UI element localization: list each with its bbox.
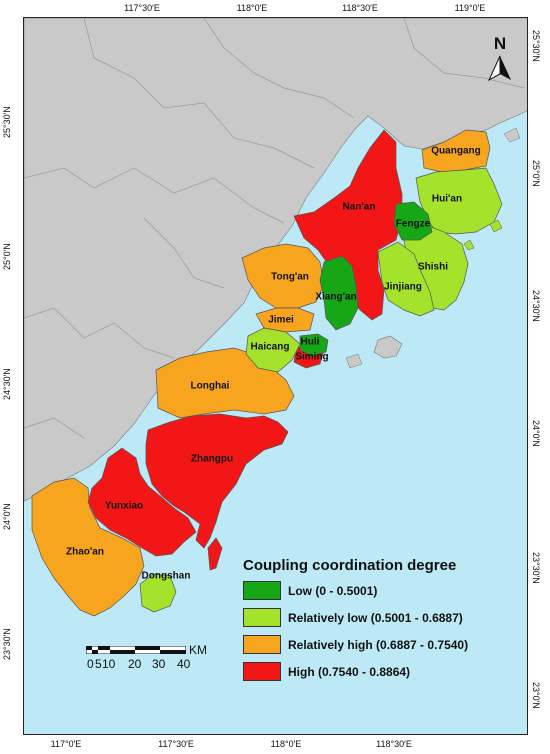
place-label: Fengze bbox=[395, 218, 431, 230]
north-arrow: N bbox=[485, 34, 515, 87]
tick-bottom-3: 118°0′E bbox=[270, 739, 302, 749]
region-tongan bbox=[241, 243, 325, 309]
regions-high bbox=[87, 129, 403, 571]
tick-left-5: 23°30′N bbox=[2, 628, 12, 660]
scale-unit: KM bbox=[189, 643, 207, 657]
place-label: Siming bbox=[295, 351, 329, 363]
place-label: Quangang bbox=[431, 145, 481, 157]
tick-right-4: 24°0′N bbox=[531, 420, 541, 447]
region-huli bbox=[299, 333, 329, 357]
legend-item-low: Low (0 - 0.5001) bbox=[243, 580, 528, 601]
legend-label: Relatively high (0.6887 - 0.7540) bbox=[288, 637, 469, 652]
tick-top-1: 117°30′E bbox=[124, 3, 160, 13]
scale-tick: 40 bbox=[177, 657, 191, 671]
legend-label: High (0.7540 - 0.8864) bbox=[288, 664, 411, 679]
north-arrow-icon bbox=[487, 55, 511, 82]
legend-item-relatively-low: Relatively low (0.5001 - 0.6887) bbox=[243, 607, 528, 628]
place-label: Tong'an bbox=[271, 271, 309, 283]
region-quangang bbox=[421, 129, 491, 173]
scale-tick: 30 bbox=[152, 657, 166, 671]
tick-right-1: 25°30′N bbox=[531, 30, 541, 62]
tick-right-6: 23°0′N bbox=[531, 682, 541, 709]
tick-right-3: 24°30′N bbox=[531, 290, 541, 322]
place-label: Huli bbox=[300, 336, 320, 348]
tick-left-4: 24°0′N bbox=[2, 503, 12, 530]
place-label: Shishi bbox=[417, 261, 449, 273]
place-label: Hui'an bbox=[431, 193, 463, 205]
legend-title: Coupling coordination degree bbox=[243, 557, 457, 574]
legend-item-relatively-high: Relatively high (0.6887 - 0.7540) bbox=[243, 634, 528, 655]
north-letter: N bbox=[493, 34, 507, 53]
legend-swatch bbox=[243, 662, 281, 681]
place-label: Jinjiang bbox=[384, 281, 422, 293]
tick-bottom-1: 117°0′E bbox=[50, 739, 82, 749]
region-zhangpu bbox=[145, 413, 289, 549]
place-label: Dongshan bbox=[141, 570, 191, 582]
island-gray bbox=[373, 335, 403, 359]
regions-low bbox=[299, 201, 433, 357]
tick-top-3: 118°30′E bbox=[342, 3, 378, 13]
place-label: Jimei bbox=[268, 314, 294, 326]
place-label: Yunxiao bbox=[104, 500, 144, 512]
legend-item-high: High (0.7540 - 0.8864) bbox=[243, 661, 528, 682]
region-dongshan bbox=[139, 573, 177, 613]
tick-right-5: 23°30′N bbox=[531, 552, 541, 584]
place-label: Xiang'an bbox=[315, 291, 357, 303]
region-haicang bbox=[245, 327, 301, 373]
region-xiangan bbox=[319, 255, 359, 331]
tick-left-3: 24°30′N bbox=[2, 368, 12, 400]
scale-tick: 20 bbox=[128, 657, 142, 671]
place-label: Zhangpu bbox=[190, 453, 234, 465]
tick-left-1: 25°30′N bbox=[2, 106, 12, 138]
place-label: Haicang bbox=[250, 341, 290, 353]
tick-bottom-4: 118°30′E bbox=[376, 739, 412, 749]
legend-label: Relatively low (0.5001 - 0.6887) bbox=[288, 610, 463, 625]
scale-bar bbox=[86, 646, 186, 654]
small-islands bbox=[463, 219, 503, 251]
tick-top-2: 118°0′E bbox=[236, 3, 268, 13]
legend-swatch bbox=[243, 608, 281, 627]
small-islands-gray bbox=[345, 127, 521, 369]
legend-label: Low (0 - 0.5001) bbox=[288, 583, 378, 598]
place-label: Zhao'an bbox=[66, 546, 104, 558]
place-label: Longhai bbox=[190, 380, 230, 392]
region-jinjiang bbox=[377, 241, 435, 317]
scale-tick: 5 bbox=[95, 657, 102, 671]
place-label: Nan'an bbox=[342, 201, 376, 213]
region-fengze bbox=[393, 201, 433, 241]
legend-swatch bbox=[243, 635, 281, 654]
region-zhangpu-peninsula bbox=[207, 537, 223, 571]
tick-top-4: 119°0′E bbox=[454, 3, 486, 13]
scale-tick: 0 bbox=[87, 657, 94, 671]
scale-tick: 10 bbox=[102, 657, 116, 671]
tick-bottom-2: 117°30′E bbox=[158, 739, 194, 749]
land-mass bbox=[24, 18, 527, 502]
tick-left-2: 25°0′N bbox=[2, 243, 12, 270]
legend-swatch bbox=[243, 581, 281, 600]
regions-relatively-low bbox=[139, 167, 503, 613]
province-boundaries bbox=[24, 18, 525, 439]
legend: Coupling coordination degree Low (0 - 0.… bbox=[243, 557, 528, 688]
region-yunxiao bbox=[87, 447, 197, 557]
tick-right-2: 25°0′N bbox=[531, 160, 541, 187]
region-zhaoan bbox=[31, 477, 145, 617]
